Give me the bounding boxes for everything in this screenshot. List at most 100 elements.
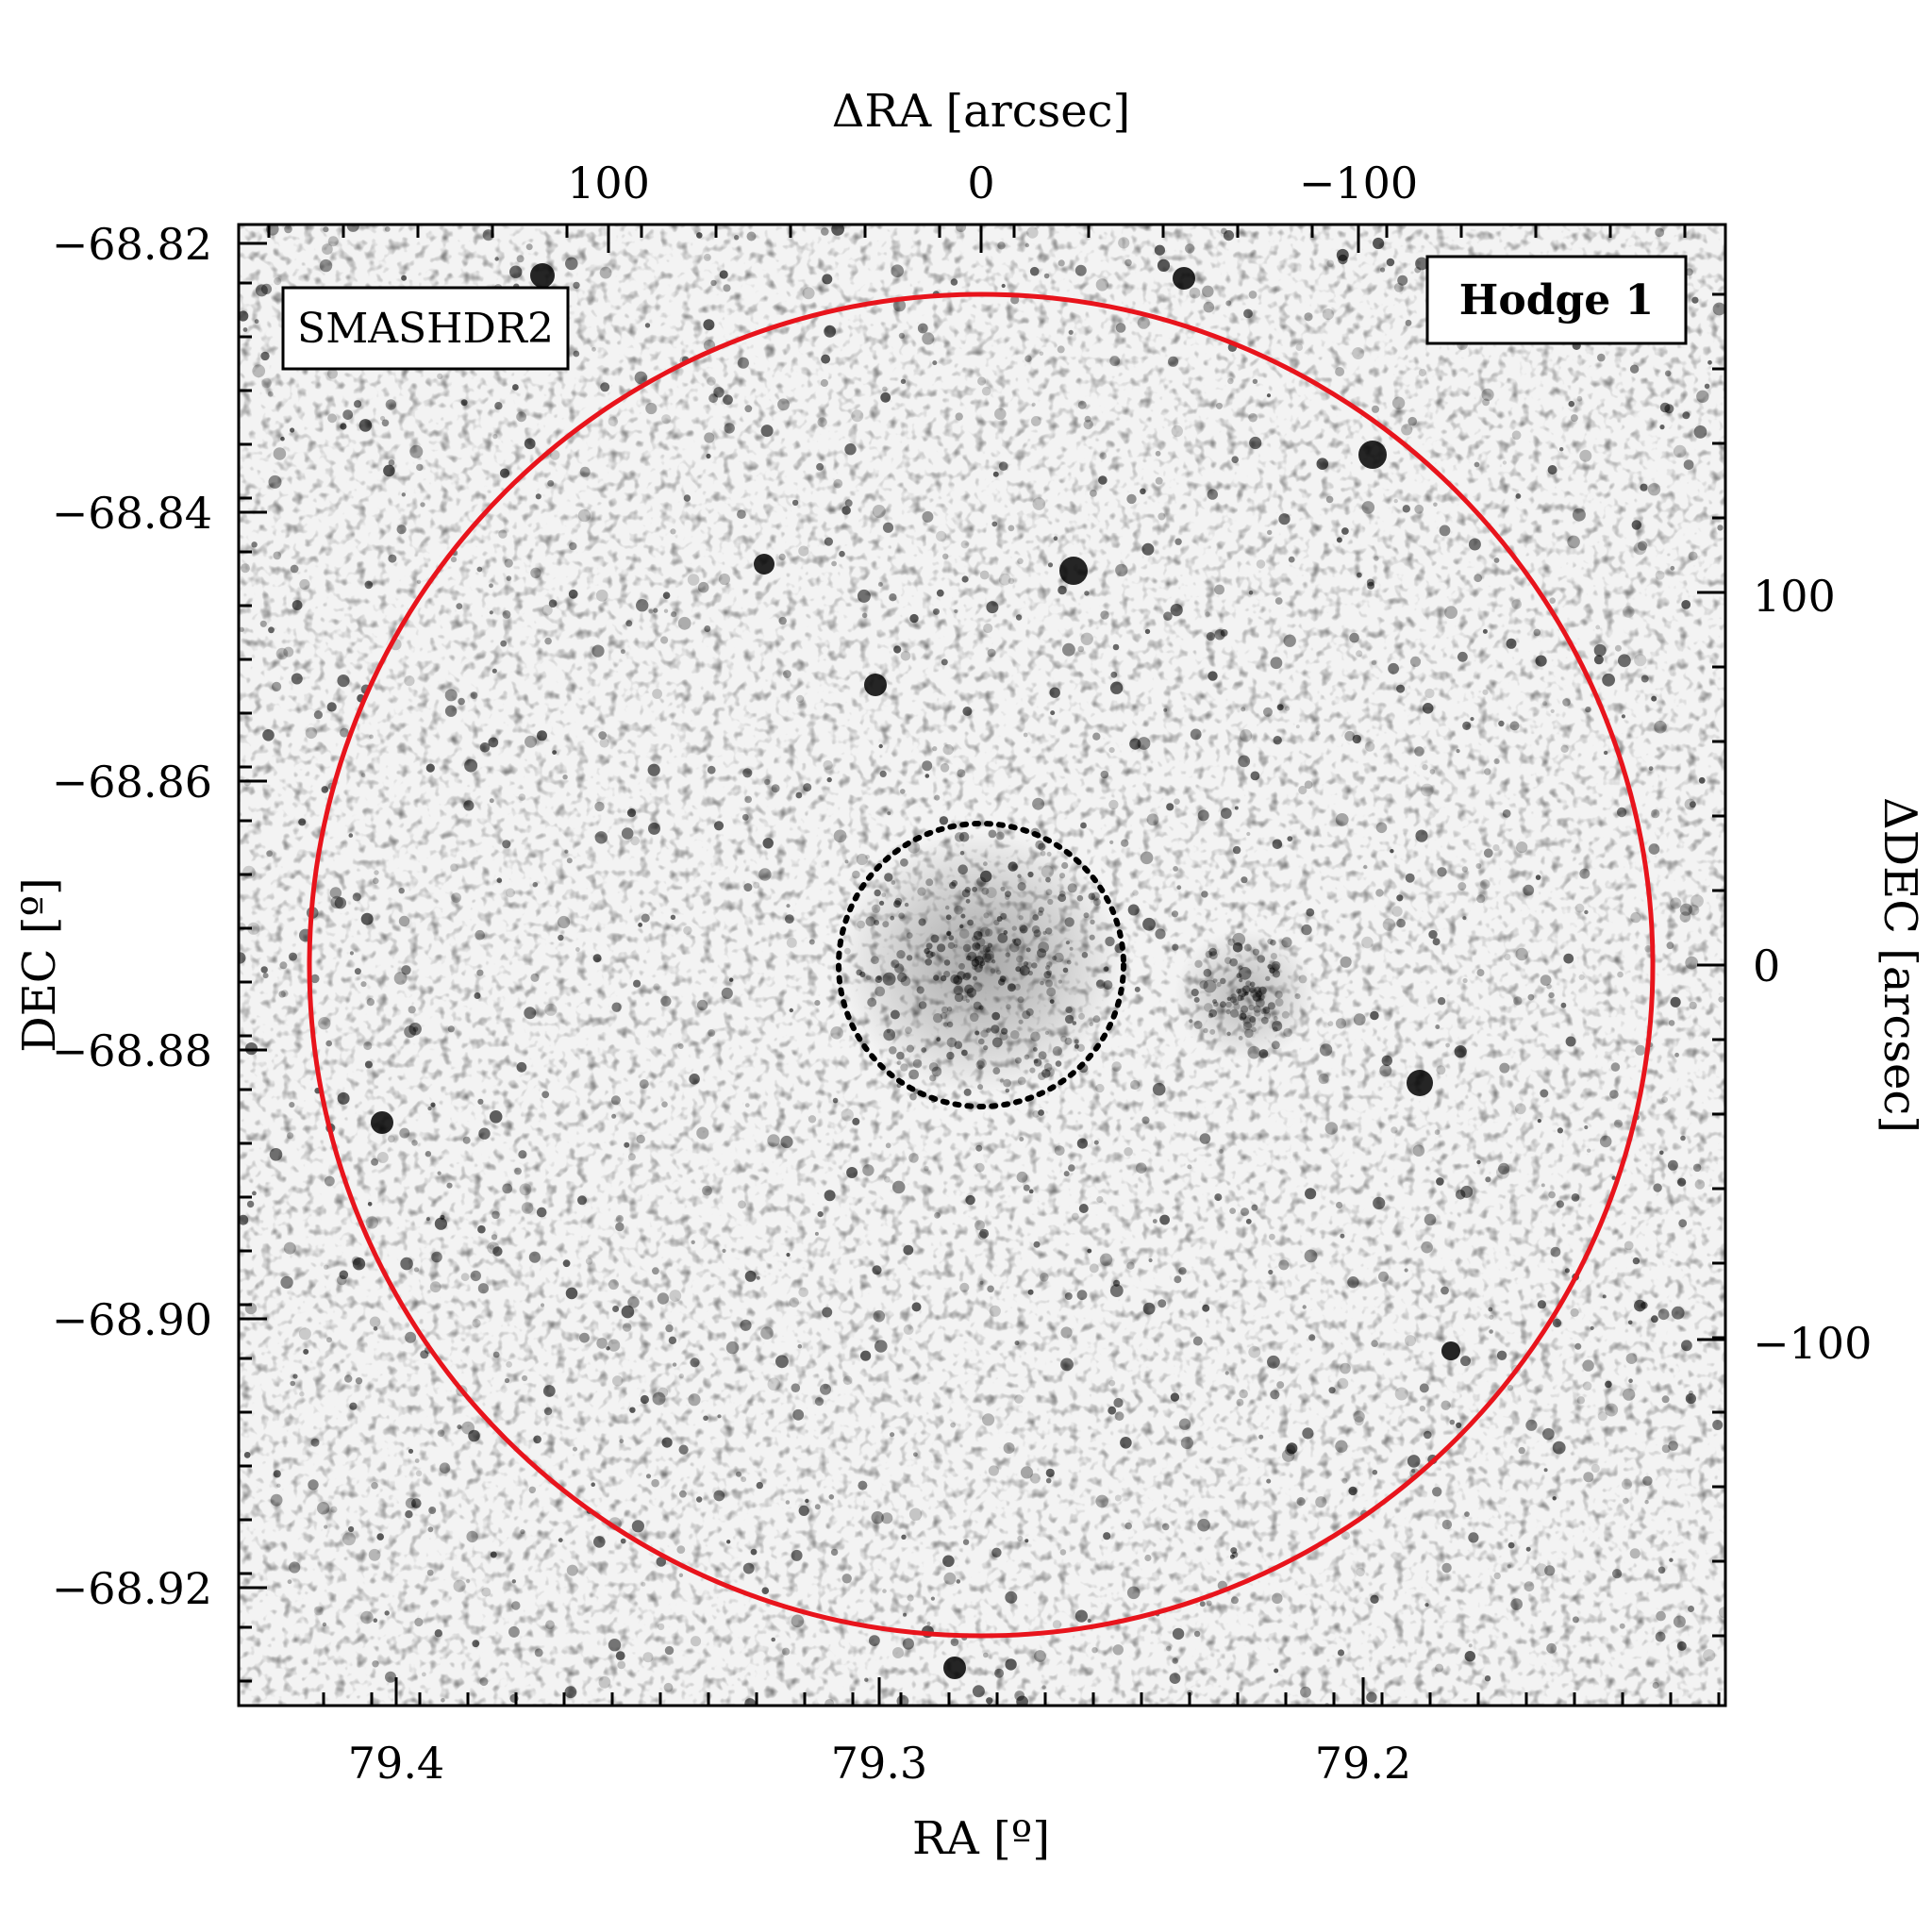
- star: [1263, 707, 1273, 717]
- star: [1214, 584, 1224, 595]
- star: [1337, 1649, 1345, 1657]
- star: [903, 1612, 907, 1617]
- star: [1206, 632, 1215, 641]
- star: [1617, 971, 1624, 978]
- star: [1550, 708, 1555, 714]
- star: [1166, 803, 1174, 811]
- star: [1158, 1299, 1167, 1308]
- star: [381, 419, 390, 427]
- star: [638, 923, 642, 927]
- star: [1414, 266, 1422, 274]
- star: [753, 881, 760, 889]
- star: [1435, 1663, 1444, 1673]
- star: [1540, 974, 1552, 986]
- star: [1605, 1380, 1612, 1389]
- star: [869, 1635, 880, 1646]
- star: [1337, 1377, 1349, 1390]
- star: [1689, 801, 1696, 808]
- star: [864, 674, 887, 696]
- star: [374, 870, 379, 875]
- star: [1449, 1419, 1456, 1425]
- star: [1089, 1263, 1099, 1274]
- star: [1409, 656, 1422, 668]
- star: [1647, 483, 1661, 496]
- star: [1591, 1463, 1600, 1474]
- star: [1552, 1496, 1557, 1501]
- star: [988, 1465, 999, 1476]
- star: [329, 887, 342, 899]
- star: [814, 1504, 821, 1510]
- star: [872, 1265, 882, 1275]
- star: [1661, 1444, 1671, 1454]
- star: [1099, 1253, 1113, 1266]
- star: [313, 710, 323, 720]
- star: [1460, 1185, 1474, 1198]
- star: [1496, 1350, 1507, 1361]
- star: [1667, 1159, 1678, 1171]
- star: [1470, 717, 1474, 722]
- star: [279, 961, 288, 970]
- star: [1474, 461, 1480, 468]
- star: [670, 528, 676, 535]
- star: [1396, 684, 1406, 693]
- star: [1083, 419, 1093, 430]
- star: [548, 599, 558, 608]
- star: [1670, 897, 1682, 909]
- star: [1582, 1359, 1594, 1372]
- star: [534, 1648, 543, 1657]
- star: [688, 1393, 701, 1407]
- star: [326, 1337, 332, 1343]
- star: [1557, 1127, 1563, 1134]
- star: [1170, 1392, 1180, 1402]
- star: [1109, 681, 1124, 694]
- star: [892, 299, 907, 312]
- star: [789, 1297, 799, 1307]
- star: [1527, 993, 1535, 1001]
- star: [901, 1534, 907, 1541]
- star: [1286, 1442, 1298, 1455]
- star: [1040, 1273, 1049, 1282]
- star: [1685, 268, 1693, 276]
- star: [663, 1682, 674, 1692]
- star: [852, 870, 860, 879]
- star: [754, 554, 774, 575]
- star: [630, 836, 640, 846]
- star: [1356, 1567, 1365, 1577]
- star: [1507, 1385, 1514, 1391]
- star: [1476, 894, 1486, 904]
- star: [506, 575, 512, 581]
- star: [360, 773, 366, 777]
- star: [697, 581, 709, 593]
- star: [723, 394, 733, 406]
- star: [1108, 799, 1119, 810]
- star: [1338, 254, 1348, 265]
- star: [1270, 657, 1283, 670]
- star: [992, 471, 999, 477]
- star: [1642, 1475, 1653, 1487]
- star: [785, 1500, 791, 1505]
- star: [608, 416, 619, 427]
- star: [1336, 1201, 1343, 1209]
- star: [1124, 1147, 1133, 1157]
- star: [1688, 1606, 1694, 1612]
- star: [1457, 882, 1467, 891]
- bottom-tick-label: 79.3: [831, 1738, 927, 1789]
- star: [913, 1452, 918, 1457]
- star: [1602, 673, 1615, 687]
- star: [775, 1355, 789, 1369]
- star: [640, 1394, 650, 1405]
- star: [1136, 1162, 1147, 1174]
- star: [1616, 807, 1627, 818]
- star: [1068, 329, 1074, 335]
- star: [310, 1438, 320, 1447]
- star: [1353, 1013, 1366, 1026]
- star: [1391, 1126, 1398, 1134]
- star: [1439, 525, 1451, 537]
- star: [326, 702, 337, 712]
- star: [1405, 1335, 1416, 1347]
- star: [624, 1141, 630, 1148]
- star: [642, 1652, 654, 1663]
- star: [756, 1481, 763, 1490]
- star: [291, 673, 303, 685]
- star: [522, 1374, 528, 1382]
